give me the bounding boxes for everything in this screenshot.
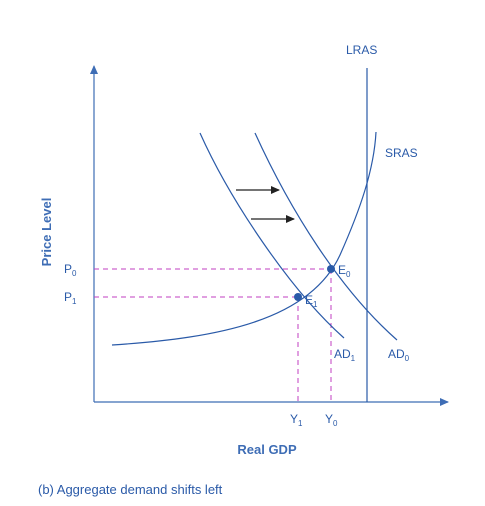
e1-label: E1 <box>305 293 318 309</box>
sras-label: SRAS <box>385 146 418 160</box>
e0-label: E0 <box>338 263 351 279</box>
e1-point <box>294 293 302 301</box>
y0-tick-label: Y0 <box>325 412 338 428</box>
figure-caption: (b) Aggregate demand shifts left <box>38 482 223 497</box>
y1-tick-label: Y1 <box>290 412 303 428</box>
p0-tick-label: P0 <box>64 262 77 278</box>
y-axis-title: Price Level <box>39 198 54 267</box>
x-axis-title: Real GDP <box>237 442 297 457</box>
p1-tick-label: P1 <box>64 290 77 306</box>
ad1-curve <box>199 132 345 339</box>
lras-label: LRAS <box>346 43 377 57</box>
ad1-label: AD1 <box>334 347 356 363</box>
ad0-curve <box>254 132 398 341</box>
sras-curve <box>111 131 377 346</box>
e0-point <box>327 265 335 273</box>
ad0-label: AD0 <box>388 347 410 363</box>
